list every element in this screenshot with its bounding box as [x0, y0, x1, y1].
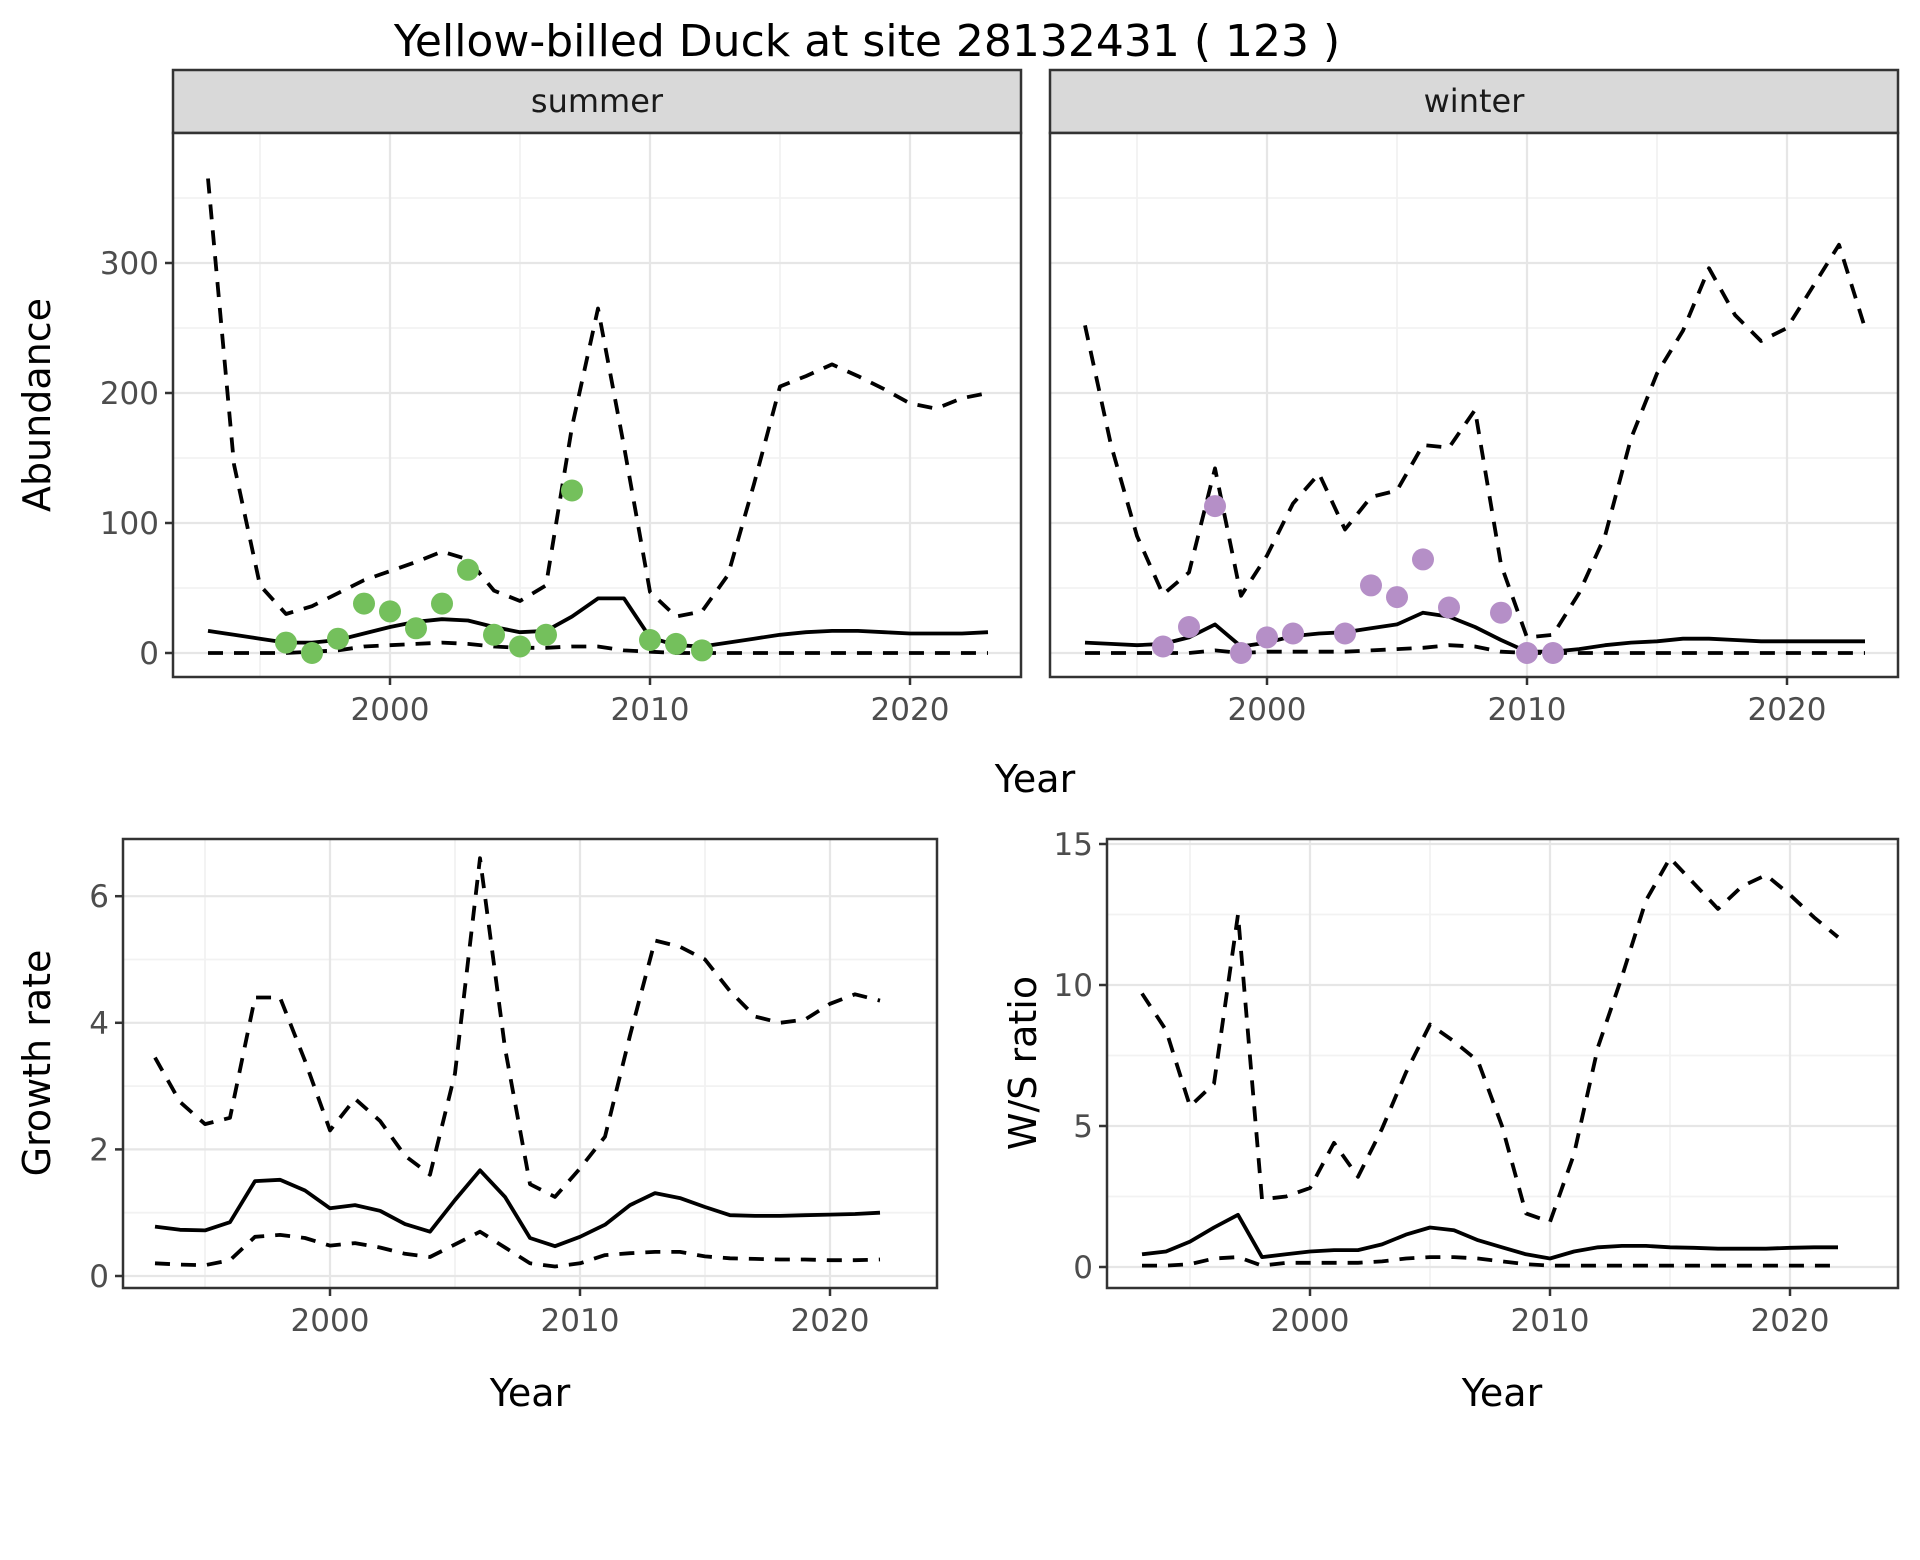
winter-observed-point — [1230, 642, 1252, 664]
growth-median-line — [154, 1168, 881, 1249]
summer-observed-point — [665, 632, 687, 655]
facet-strip-winter-label: winter — [1424, 82, 1526, 120]
summer-x-tick-label: 2000 — [351, 692, 430, 728]
winter-observed-point — [1334, 622, 1356, 645]
ws-y-tick-label: 5 — [1073, 1109, 1093, 1145]
growth-y-tick-label: 0 — [89, 1259, 109, 1295]
winter-observed-point — [1204, 495, 1226, 518]
summer-observed-point — [327, 627, 349, 650]
summer-panel-bg — [173, 133, 1021, 677]
winter-median-line — [1084, 610, 1865, 654]
panel-summer: 2000 2010 2020 0 100 200 300 — [100, 131, 1023, 728]
growth-y-tick-label: 4 — [89, 1006, 109, 1042]
x-axis-title-year-bottom-right: Year — [1461, 1371, 1543, 1415]
winter-x-tick-label: 2000 — [1228, 692, 1307, 728]
winter-upper_ci-line — [1083, 242, 1867, 640]
winter-observed-point — [1490, 601, 1512, 624]
winter-observed-point — [1178, 616, 1200, 638]
summer-y-tick-label: 100 — [100, 506, 159, 542]
x-axis-title-year-bottom-left: Year — [489, 1371, 571, 1415]
summer-lower_ci-line — [208, 640, 988, 655]
ws-lower_ci-line — [1142, 1255, 1838, 1268]
summer-observed-point — [275, 631, 297, 654]
summer-observed-point — [301, 642, 323, 664]
facet-strip-summer — [171, 68, 1023, 135]
x-axis-title-year-top: Year — [994, 757, 1076, 801]
growth-x-tick-label: 2010 — [541, 1303, 620, 1339]
summer-panel-border — [171, 131, 1023, 679]
growth-x-tick-label: 2020 — [791, 1303, 870, 1339]
panel-winter: 2000 2010 2020 — [1048, 131, 1900, 728]
summer-observed-point — [561, 479, 583, 502]
ws-panel-border — [1105, 837, 1900, 1290]
ws-y-tick-label: 15 — [1054, 827, 1093, 863]
growth-y-tick-label: 6 — [89, 879, 109, 915]
winter-observed-point — [1256, 626, 1278, 649]
growth-x-tick-label: 2000 — [291, 1303, 370, 1339]
winter-observed-point — [1542, 642, 1564, 664]
winter-x-tick-label: 2020 — [1748, 692, 1827, 728]
y-axis-title-growth-rate: Growth rate — [15, 950, 59, 1177]
y-axis-title-ws-ratio: W/S ratio — [1001, 976, 1045, 1150]
panel-growth: 2000 2010 2020 0 2 4 6 — [89, 837, 939, 1339]
ws-x-tick-label: 2020 — [1751, 1303, 1830, 1339]
winter-panel-bg — [1050, 133, 1898, 677]
summer-observed-point — [483, 623, 505, 646]
growth-panel-bg — [123, 839, 937, 1288]
summer-x-tick-label: 2010 — [611, 692, 690, 728]
panel-ws: 2000 2010 2020 0 5 10 15 — [1054, 827, 1900, 1339]
winter-x-tick-label: 2010 — [1488, 692, 1567, 728]
winter-observed-point — [1282, 622, 1304, 645]
ws-y-tick-label: 10 — [1054, 968, 1093, 1004]
summer-y-tick-label: 200 — [100, 376, 159, 412]
summer-y-tick-label: 300 — [100, 246, 159, 282]
winter-observed-point — [1152, 635, 1174, 658]
facet-strip-summer-label: summer — [531, 82, 664, 120]
winter-observed-point — [1412, 548, 1434, 571]
summer-x-tick-label: 2020 — [871, 692, 950, 728]
growth-panel-border — [121, 837, 939, 1290]
summer-observed-point — [405, 617, 427, 640]
growth-lower_ci-line — [154, 1229, 881, 1269]
ws-x-tick-label: 2010 — [1511, 1303, 1590, 1339]
summer-y-tick-label: 0 — [139, 636, 159, 672]
winter-lower_ci-line — [1085, 643, 1865, 655]
winter-observed-point — [1438, 596, 1460, 619]
ws-upper_ci-line — [1140, 856, 1840, 1224]
growth-y-tick-label: 2 — [89, 1132, 109, 1168]
winter-panel-border — [1048, 131, 1900, 679]
growth-upper_ci-line — [153, 856, 881, 1199]
y-axis-title-abundance: Abundance — [15, 298, 59, 512]
summer-observed-point — [639, 629, 661, 651]
summer-observed-point — [457, 558, 479, 581]
facet-strip-winter — [1048, 68, 1900, 135]
summer-observed-point — [353, 592, 375, 615]
winter-observed-point — [1360, 574, 1382, 597]
ws-median-line — [1141, 1212, 1838, 1261]
summer-observed-point — [535, 623, 557, 646]
page-title: Yellow-billed Duck at site 28132431 ( 12… — [393, 16, 1340, 67]
summer-observed-point — [509, 635, 531, 658]
winter-observed-point — [1516, 642, 1538, 664]
summer-observed-point — [379, 600, 401, 623]
winter-observed-point — [1386, 586, 1408, 609]
summer-observed-point — [431, 592, 453, 615]
summer-upper_ci-line — [206, 178, 989, 619]
ws-y-tick-label: 0 — [1073, 1250, 1093, 1286]
summer-observed-point — [691, 639, 713, 662]
ws-x-tick-label: 2000 — [1271, 1303, 1350, 1339]
